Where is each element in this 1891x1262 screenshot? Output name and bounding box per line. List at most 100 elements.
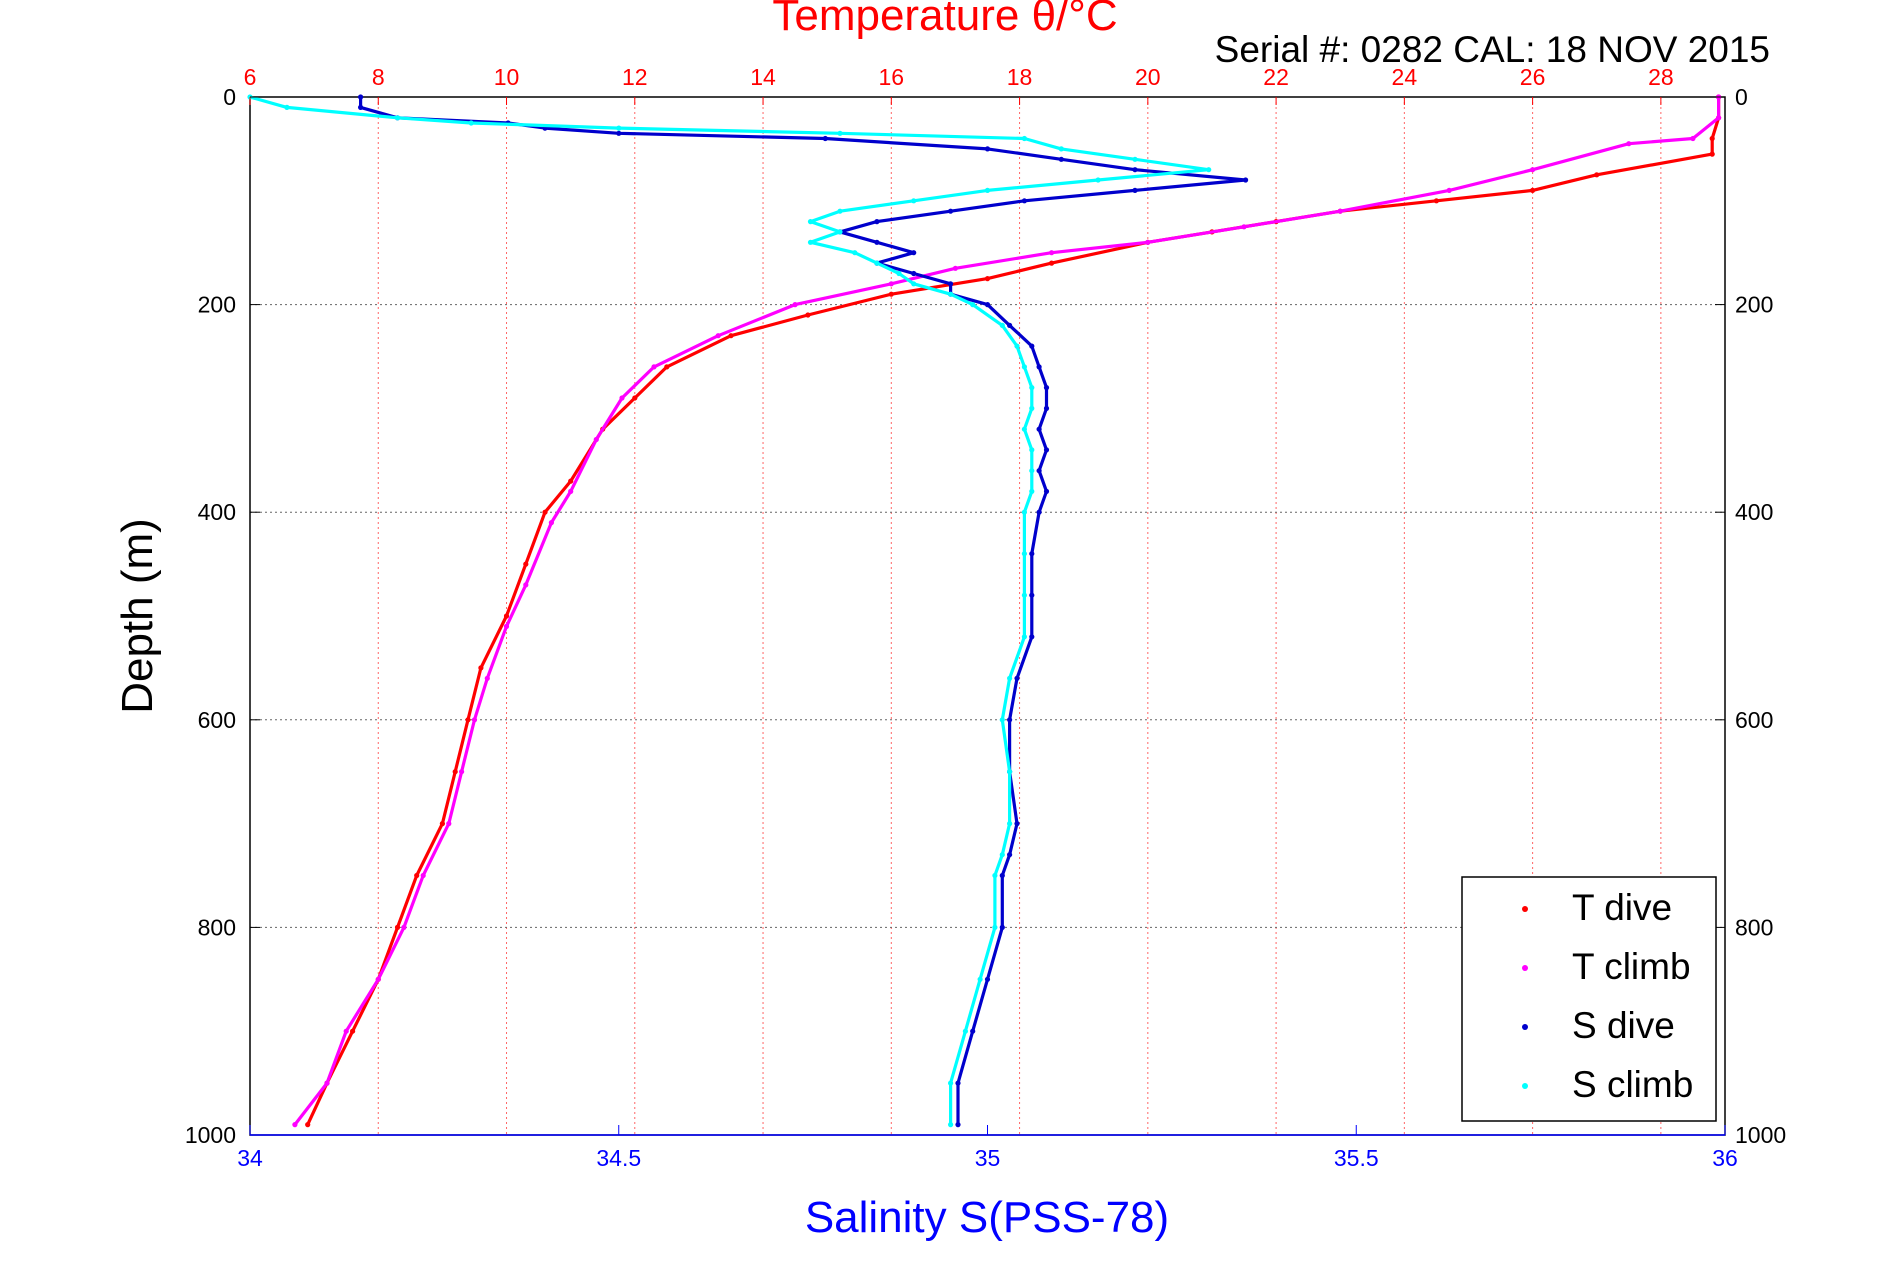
data-point [568, 478, 574, 484]
data-point [1029, 343, 1035, 349]
depth-tick-label-right: 200 [1735, 292, 1773, 318]
data-point [651, 364, 657, 370]
data-point [970, 302, 976, 308]
data-point [523, 561, 529, 567]
data-point [394, 115, 401, 121]
data-point [1036, 468, 1042, 474]
data-point [911, 198, 917, 204]
data-point [1594, 172, 1600, 178]
data-point [484, 675, 490, 681]
data-point [1007, 717, 1013, 723]
data-point [1337, 208, 1343, 214]
legend-label: S dive [1572, 1005, 1675, 1046]
data-point [1626, 141, 1632, 147]
data-point [632, 395, 638, 401]
data-point [805, 312, 811, 318]
data-point [948, 291, 954, 297]
data-point [478, 665, 484, 671]
data-point [1206, 167, 1212, 173]
data-series [247, 94, 1722, 1128]
data-point [822, 135, 828, 142]
data-point [948, 281, 954, 287]
data-point [984, 976, 991, 982]
data-point [999, 924, 1005, 931]
data-point [305, 1122, 311, 1128]
data-point [1043, 488, 1050, 494]
temperature-tick-label: 24 [1392, 64, 1418, 90]
data-point [1014, 675, 1020, 681]
depth-tick-label-right: 800 [1735, 914, 1773, 940]
data-point [593, 436, 599, 443]
data-point [1036, 509, 1042, 515]
data-point [1530, 187, 1536, 193]
temperature-tick-label: 22 [1263, 64, 1289, 90]
temperature-tick-label: 20 [1135, 64, 1161, 90]
data-point [664, 364, 670, 370]
depth-tick-label-right: 400 [1735, 499, 1773, 525]
y-axis-label: Depth (m) [113, 518, 162, 714]
data-point [1021, 592, 1027, 598]
data-point [888, 291, 894, 297]
legend-marker [1522, 965, 1528, 971]
data-point [911, 281, 917, 287]
data-point [1021, 426, 1027, 432]
data-point [616, 130, 622, 136]
x-axis-label: Salinity S(PSS-78) [805, 1193, 1169, 1242]
data-point [465, 717, 471, 723]
data-point [619, 395, 625, 401]
data-point [1029, 405, 1035, 411]
data-point [837, 229, 843, 235]
data-point [999, 872, 1005, 879]
data-point [792, 302, 798, 308]
data-point [394, 924, 401, 931]
data-point [911, 250, 917, 256]
data-point [888, 281, 894, 287]
data-point [1058, 156, 1064, 162]
data-point [992, 872, 998, 879]
data-point [414, 872, 420, 879]
depth-tick-label-left: 800 [198, 914, 236, 940]
serial-label: Serial #: 0282 CAL: 18 NOV 2015 [1215, 29, 1770, 70]
salinity-tick-label: 34.5 [596, 1145, 641, 1171]
temperature-tick-label: 12 [622, 64, 648, 90]
data-point [984, 146, 991, 152]
data-point [1433, 198, 1439, 204]
data-point [1029, 634, 1035, 640]
data-point [874, 219, 880, 225]
data-point [503, 623, 510, 630]
data-point [1014, 821, 1020, 827]
depth-tick-label-right: 600 [1735, 707, 1773, 733]
salinity-tick-label: 34 [237, 1145, 263, 1171]
depth-tick-label-right: 0 [1735, 84, 1748, 110]
data-point [452, 769, 458, 775]
data-point [1049, 250, 1055, 256]
data-point [446, 821, 452, 827]
data-point [715, 333, 721, 339]
data-point [324, 1080, 330, 1086]
depth-tick-label-right: 1000 [1735, 1122, 1786, 1148]
depth-tick-label-left: 600 [198, 707, 236, 733]
salinity-tick-label: 35 [975, 1145, 1001, 1171]
temperature-tick-label: 10 [494, 64, 520, 90]
salinity-tick-label: 35.5 [1334, 1145, 1379, 1171]
data-point [807, 239, 814, 245]
data-point [542, 509, 548, 515]
data-point [1029, 551, 1035, 557]
data-point [1021, 509, 1027, 515]
data-point [1014, 343, 1020, 349]
data-point [728, 333, 734, 339]
data-point [1036, 426, 1042, 432]
data-point [911, 270, 917, 277]
data-point [350, 1028, 356, 1034]
depth-tick-label-left: 400 [198, 499, 236, 525]
data-point [1007, 322, 1013, 328]
series-t-climb [292, 94, 1722, 1128]
data-point [439, 821, 445, 827]
legend-marker [1522, 906, 1528, 912]
data-point [1029, 488, 1035, 494]
data-point [1145, 239, 1151, 245]
data-point [952, 265, 959, 271]
data-point [984, 276, 991, 282]
legend-box [1461, 876, 1717, 1122]
